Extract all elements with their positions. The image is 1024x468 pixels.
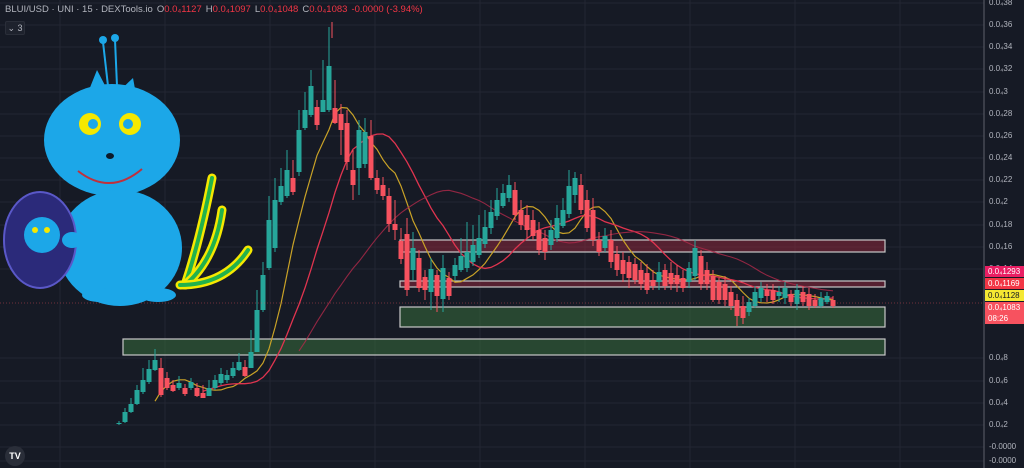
low-value: 0.0₄1048 — [260, 4, 299, 15]
price-axis-label: 0.0₄24 — [989, 153, 1013, 162]
price-axis-label: 0.0₄4 — [989, 398, 1008, 407]
symbol-title[interactable]: BLUI/USD · UNI · 15 · DEXTools.io — [5, 4, 153, 15]
high-value: 0.0₄1097 — [212, 4, 251, 15]
price-axis-label: 0.0₄38 — [989, 0, 1013, 7]
price-tag: 0.0₄1083 08:26 — [985, 302, 1024, 324]
moving-averages — [154, 106, 834, 402]
price-tag: 0.0₄1128 — [985, 290, 1024, 301]
price-axis-label: 0.0₄6 — [989, 376, 1008, 385]
close-value: 0.0₄1083 — [309, 4, 348, 15]
low-label: L — [254, 4, 261, 15]
price-axis-label: -0.0000 — [989, 442, 1017, 451]
price-tag: 0.0₄1293 — [985, 266, 1024, 277]
tradingview-logo[interactable]: TV — [5, 446, 25, 466]
price-axis-label: 0.0₄36 — [989, 20, 1013, 29]
open-label: O — [156, 4, 165, 15]
price-axis-label: 0.0₄26 — [989, 131, 1013, 140]
high-label: H — [205, 4, 213, 15]
price-axis-label: 0.0₄16 — [989, 242, 1013, 251]
price-axis-label: 0.0₄8 — [989, 353, 1008, 362]
open-value: 0.0₄1127 — [164, 4, 202, 15]
price-axis-label: 0.0₄18 — [989, 220, 1013, 229]
price-axis-label: -0.0000 — [989, 456, 1017, 465]
close-label: C — [302, 4, 310, 15]
price-axis-label: 0.0₄2 — [989, 197, 1008, 206]
indicators-collapse-button[interactable]: ⌄ 3 — [5, 21, 25, 35]
price-axis-label: 0.0₄32 — [989, 64, 1013, 73]
price-axis-label: 0.0₄22 — [989, 175, 1013, 184]
mascot-blue-cat-illustration — [3, 34, 253, 306]
price-axis-label: 0.0₄3 — [989, 87, 1008, 96]
candlestick-series — [116, 27, 836, 425]
price-axis-label: 0.0₄28 — [989, 109, 1013, 118]
candle-countdown: 08:26 — [988, 314, 1009, 323]
price-axis-label: 0.0₄34 — [989, 42, 1013, 51]
price-axis-label: 0.0₄2 — [989, 420, 1008, 429]
change-value: -0.0000 (-3.94%) — [351, 4, 423, 15]
chart-legend-header: BLUI/USD · UNI · 15 · DEXTools.io O 0.0₄1… — [5, 4, 423, 15]
price-tag: 0.0₄1169 — [985, 278, 1024, 289]
